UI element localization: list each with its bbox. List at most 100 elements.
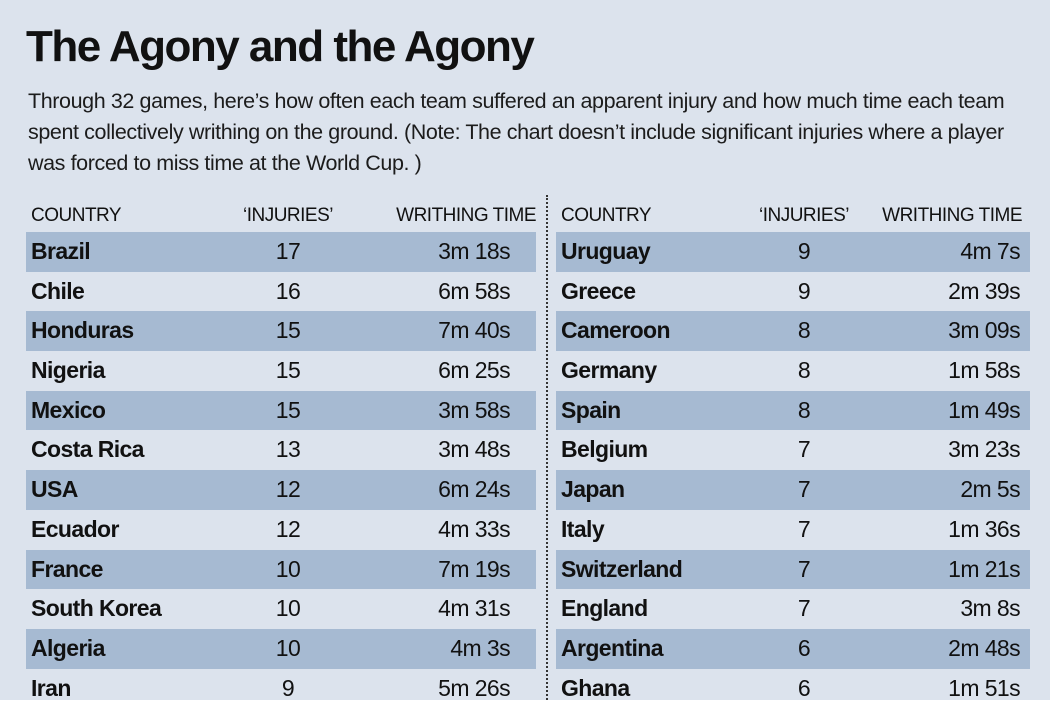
table-header: COUNTRY ‘INJURIES’ WRITHING TIME: [556, 200, 1030, 232]
injuries-cell: 10: [275, 595, 301, 622]
table-row: Brazil 17 3m 18s: [26, 232, 536, 272]
table-row: Honduras 15 7m 40s: [26, 311, 536, 352]
table-row: Nigeria 15 6m 25s: [26, 351, 536, 391]
writhing-time-cell: 3m 23s: [948, 436, 1020, 463]
writhing-time-cell: 5m 26s: [438, 674, 510, 701]
country-cell: Nigeria: [31, 357, 105, 384]
writhing-time-cell: 3m 48s: [438, 436, 510, 463]
country-cell: France: [31, 555, 103, 582]
writhing-time-cell: 2m 39s: [948, 277, 1020, 304]
writhing-time-cell: 7m 19s: [438, 555, 510, 582]
country-cell: Greece: [561, 277, 636, 304]
injuries-cell: 12: [275, 515, 301, 542]
injuries-cell: 12: [275, 476, 301, 503]
injuries-cell: 7: [797, 515, 811, 542]
country-cell: Italy: [561, 515, 605, 542]
injuries-cell: 7: [797, 436, 811, 463]
writhing-time-cell: 7m 40s: [438, 317, 510, 344]
writhing-time-cell: 6m 24s: [438, 476, 510, 503]
table-row: Japan 7 2m 5s: [556, 470, 1030, 510]
injuries-cell: 8: [797, 396, 811, 423]
table-row: England 7 3m 8s: [556, 589, 1030, 629]
writhing-time-cell: 6m 58s: [438, 277, 510, 304]
country-cell: Ecuador: [31, 515, 119, 542]
injuries-cell: 10: [275, 634, 301, 661]
injuries-cell: 15: [275, 396, 301, 423]
header-writhing-time: WRITHING TIME: [882, 205, 1022, 226]
injuries-cell: 9: [281, 674, 295, 701]
writhing-time-cell: 1m 58s: [948, 357, 1020, 384]
table-row: Belgium 7 3m 23s: [556, 430, 1030, 470]
header-country: COUNTRY: [31, 205, 122, 226]
country-cell: Ghana: [561, 674, 630, 701]
table-row: Costa Rica 13 3m 48s: [26, 430, 536, 470]
writhing-time-cell: 1m 36s: [948, 515, 1020, 542]
table-row: Cameroon 8 3m 09s: [556, 311, 1030, 352]
writhing-time-cell: 3m 58s: [438, 396, 510, 423]
writhing-time-cell: 3m 18s: [438, 238, 510, 264]
injuries-cell: 15: [275, 357, 301, 384]
table-row: South Korea 10 4m 31s: [26, 589, 536, 629]
writhing-time-cell: 4m 31s: [438, 595, 510, 622]
injuries-cell: 7: [797, 555, 811, 582]
table-row: Iran 9 5m 26s: [26, 669, 536, 708]
country-cell: Cameroon: [561, 317, 671, 344]
header-injuries: ‘INJURIES’: [242, 205, 334, 226]
table-row: Chile 16 6m 58s: [26, 272, 536, 312]
country-cell: Iran: [31, 674, 71, 701]
injuries-cell: 7: [797, 476, 811, 503]
header-writhing-time: WRITHING TIME: [396, 205, 536, 226]
table-row: Germany 8 1m 58s: [556, 351, 1030, 391]
column-divider: [546, 195, 548, 700]
table-row: Uruguay 9 4m 7s: [556, 232, 1030, 272]
injuries-cell: 15: [275, 317, 301, 344]
writhing-time-cell: 3m 8s: [960, 595, 1020, 622]
country-cell: Switzerland: [561, 555, 683, 582]
writhing-time-cell: 4m 3s: [450, 634, 510, 661]
table-row: Spain 8 1m 49s: [556, 390, 1030, 431]
table-row: Greece 9 2m 39s: [556, 272, 1030, 312]
injuries-cell: 6: [797, 634, 811, 661]
table-row: Switzerland 7 1m 21s: [556, 549, 1030, 590]
injuries-cell: 8: [797, 317, 811, 344]
table-row: Ecuador 12 4m 33s: [26, 510, 536, 550]
header-country: COUNTRY: [561, 205, 652, 226]
country-cell: Chile: [31, 277, 85, 304]
injuries-cell: 8: [797, 357, 811, 384]
right-table-body: Uruguay 9 4m 7s Greece 9 2m 39s Cameroon 8 3m 09…: [556, 232, 1030, 708]
table-row: Mexico 15 3m 58s: [26, 390, 536, 431]
country-cell: USA: [31, 476, 78, 503]
table-header: COUNTRY ‘INJURIES’ WRITHING TIME: [26, 200, 536, 232]
country-cell: Japan: [561, 476, 625, 503]
injuries-cell: 9: [797, 238, 811, 264]
table-row: Algeria 10 4m 3s: [26, 628, 536, 669]
country-cell: England: [561, 595, 648, 622]
writhing-time-cell: 4m 33s: [438, 515, 510, 542]
injuries-cell: 9: [797, 277, 811, 304]
injuries-cell: 17: [275, 238, 301, 264]
country-cell: Uruguay: [561, 238, 651, 264]
right-table: COUNTRY ‘INJURIES’ WRITHING TIME Uruguay…: [556, 200, 1030, 708]
writhing-time-cell: 1m 51s: [948, 674, 1020, 701]
country-cell: Argentina: [561, 634, 664, 661]
country-cell: Mexico: [31, 396, 106, 423]
writhing-time-cell: 1m 21s: [948, 555, 1020, 582]
writhing-time-cell: 6m 25s: [438, 357, 510, 384]
chart-subtitle: Through 32 games, here’s how often each …: [28, 89, 1005, 175]
country-cell: Spain: [561, 396, 621, 423]
injuries-cell: 13: [275, 436, 301, 463]
country-cell: Belgium: [561, 436, 648, 463]
writhing-time-cell: 1m 49s: [948, 396, 1020, 423]
country-cell: Brazil: [31, 238, 91, 264]
left-table-body: Brazil 17 3m 18s Chile 16 6m 58s Honduras 15 7m …: [26, 232, 536, 708]
table-row: Argentina 6 2m 48s: [556, 628, 1030, 669]
injuries-cell: 16: [275, 277, 301, 304]
injuries-cell: 10: [275, 555, 301, 582]
writhing-time-cell: 3m 09s: [948, 317, 1020, 344]
country-cell: Honduras: [31, 317, 134, 344]
table-row: USA 12 6m 24s: [26, 470, 536, 510]
injuries-cell: 6: [797, 674, 811, 701]
country-cell: Algeria: [31, 634, 105, 661]
table-row: Italy 7 1m 36s: [556, 510, 1030, 550]
